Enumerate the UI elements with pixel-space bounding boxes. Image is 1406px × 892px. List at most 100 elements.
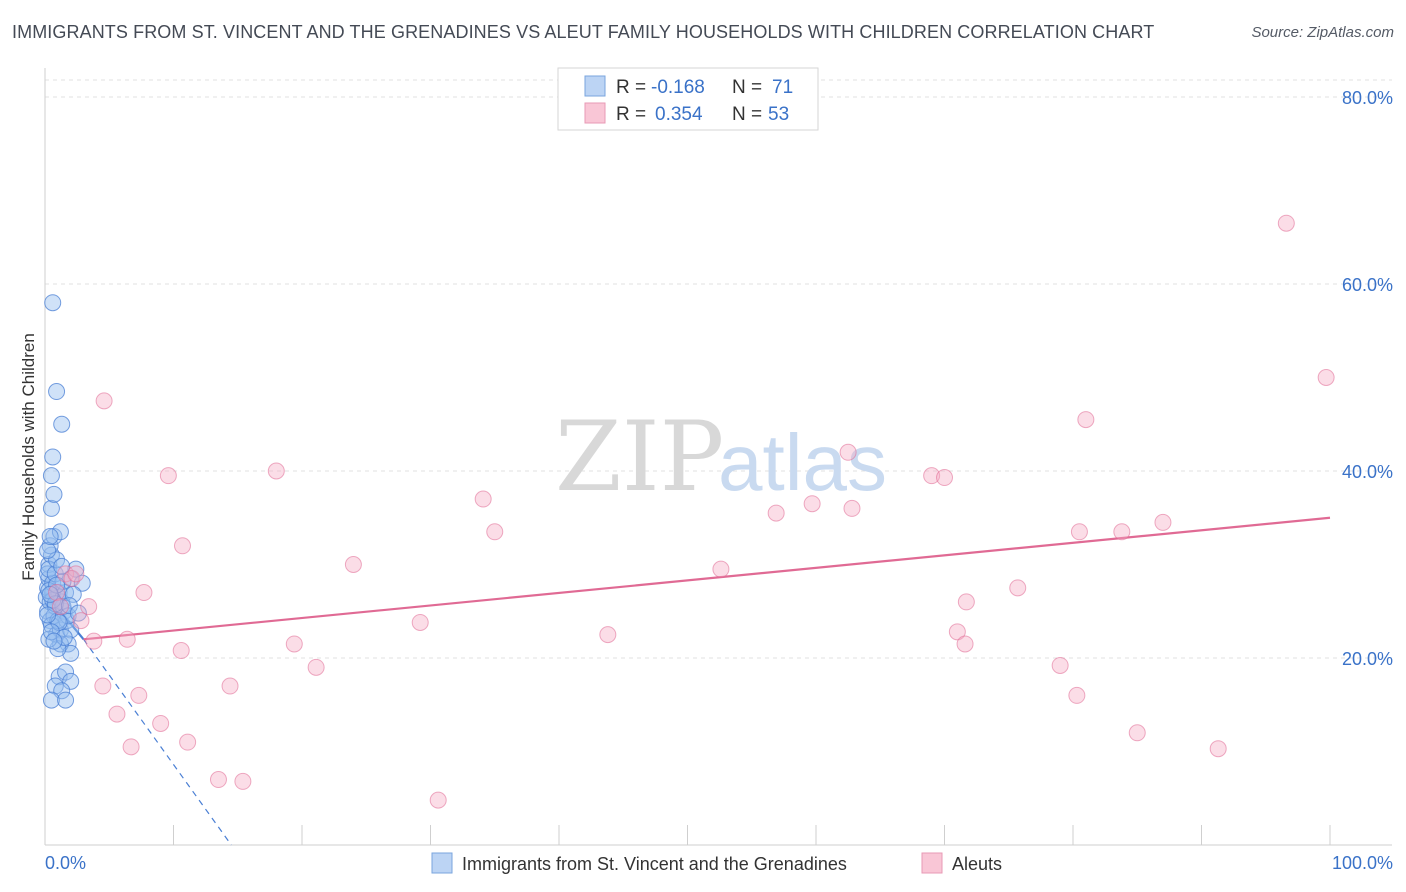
point-pink-48: [1128, 724, 1146, 742]
point-pink-39: [948, 623, 966, 641]
point-pink-13: [130, 686, 148, 704]
point-pink-34: [803, 495, 821, 513]
legend-swatch-blue: [584, 75, 606, 97]
point-blue-30: [44, 448, 62, 466]
point-pink-26: [344, 556, 362, 573]
point-blue-67: [45, 632, 63, 650]
point-pink-10: [108, 705, 126, 723]
point-blue-65: [55, 628, 73, 646]
point-pink-11: [118, 630, 136, 648]
point-pink-18: [172, 642, 190, 660]
watermark-atlas: atlas: [718, 418, 887, 507]
point-pink-30: [486, 523, 504, 541]
point-blue-28: [45, 485, 63, 503]
point-pink-15: [152, 714, 170, 732]
point-pink-47: [1113, 523, 1131, 541]
point-blue-46: [57, 691, 75, 709]
source-label: Source: ZipAtlas.com: [1251, 24, 1394, 41]
point-pink-6: [80, 598, 98, 616]
point-pink-50: [1209, 740, 1227, 758]
point-blue-32: [53, 415, 71, 433]
series-legend-label-1: Immigrants from St. Vincent and the Gren…: [462, 854, 847, 874]
legend-swatch-pink: [584, 102, 606, 124]
series-swatch-pink: [921, 852, 943, 874]
point-pink-46: [1077, 411, 1095, 429]
point-pink-25: [307, 658, 325, 676]
grid-lines: 20.0% 40.0% 60.0% 80.0%: [45, 79, 1393, 669]
chart-title: IMMIGRANTS FROM ST. VINCENT AND THE GREN…: [12, 22, 1155, 42]
correlation-legend: R = -0.168 N = 71 R = 0.354 N = 53: [557, 67, 819, 131]
point-pink-4: [67, 565, 85, 583]
x-tick-label-100: 100.0%: [1332, 853, 1393, 873]
legend-r-value-1: -0.168: [651, 77, 705, 98]
point-blue-31: [48, 383, 66, 401]
point-pink-17: [173, 537, 191, 555]
point-pink-22: [234, 772, 252, 790]
y-tick-label-20: 20.0%: [1342, 649, 1393, 669]
point-blue-29: [42, 467, 60, 485]
point-pink-12: [122, 738, 140, 756]
point-pink-49: [1154, 513, 1172, 531]
legend-r-label-2: R =: [616, 104, 646, 125]
point-pink-32: [712, 560, 730, 578]
point-blue-45: [42, 691, 60, 709]
series-legend-label-2: Aleuts: [952, 854, 1002, 874]
point-pink-41: [957, 593, 975, 611]
legend-n-label-2: N =: [732, 104, 762, 125]
point-pink-52: [1317, 369, 1335, 386]
point-pink-7: [85, 632, 103, 650]
point-pink-33: [767, 504, 785, 522]
legend-r-label-1: R =: [616, 77, 646, 98]
point-blue-66: [39, 606, 57, 624]
series-legend: Immigrants from St. Vincent and the Gren…: [431, 852, 1002, 874]
trend-lines: [44, 516, 1331, 846]
point-pink-28: [429, 791, 447, 809]
point-pink-44: [1068, 686, 1086, 704]
data-points: [37, 214, 1335, 809]
point-blue-53: [41, 527, 59, 545]
watermark-zip: ZIP: [555, 401, 724, 513]
point-pink-36: [843, 499, 861, 517]
point-pink-14: [135, 584, 153, 602]
trend-line-pink: [83, 516, 1331, 641]
watermark: ZIP atlas: [555, 401, 887, 513]
y-axis-label: Family Households with Children: [19, 333, 38, 581]
trend-line-dashed-blue: [83, 638, 232, 846]
x-tick-label-0: 0.0%: [45, 853, 86, 873]
point-pink-51: [1277, 214, 1295, 232]
point-blue-70: [41, 585, 59, 603]
y-tick-label-40: 40.0%: [1342, 462, 1393, 482]
point-pink-5: [72, 612, 90, 630]
point-blue-39: [62, 644, 80, 662]
point-blue-33: [44, 294, 62, 312]
point-blue-35: [67, 560, 85, 578]
point-pink-37: [923, 467, 941, 485]
point-pink-29: [474, 490, 492, 508]
point-pink-31: [599, 626, 617, 644]
point-pink-16: [159, 467, 177, 485]
point-pink-43: [1051, 656, 1069, 674]
point-pink-1: [51, 598, 69, 616]
point-blue-41: [57, 663, 75, 681]
point-blue-24: [41, 537, 59, 555]
y-tick-label-60: 60.0%: [1342, 275, 1393, 295]
point-pink-35: [839, 443, 857, 461]
point-blue-36: [73, 574, 91, 592]
point-pink-27: [411, 613, 429, 631]
point-pink-38: [936, 469, 953, 487]
point-pink-0: [48, 584, 66, 602]
point-pink-19: [179, 733, 197, 751]
point-pink-42: [1009, 579, 1027, 597]
legend-r-value-2: 0.354: [655, 104, 703, 125]
point-blue-42: [62, 672, 80, 690]
point-pink-8: [94, 677, 112, 695]
point-blue-26: [51, 523, 69, 541]
point-pink-40: [956, 635, 974, 653]
legend-n-value-2: 53: [768, 104, 789, 125]
point-pink-9: [95, 392, 113, 410]
point-blue-52: [39, 541, 57, 559]
point-pink-21: [221, 677, 239, 695]
series-swatch-blue: [431, 852, 453, 874]
point-blue-64: [48, 576, 66, 594]
